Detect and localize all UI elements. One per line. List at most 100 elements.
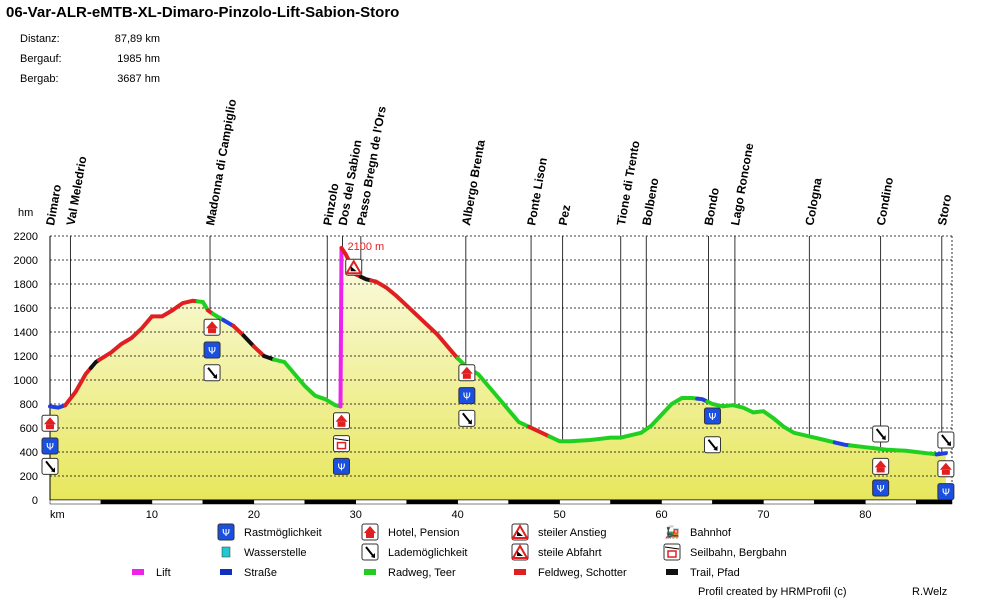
marker-hotel-icon bbox=[332, 412, 350, 430]
svg-text:Ψ: Ψ bbox=[463, 392, 471, 403]
y-tick-label: 2000 bbox=[14, 255, 38, 267]
svg-text:Ψ: Ψ bbox=[222, 528, 230, 539]
marker-load-icon bbox=[937, 431, 955, 449]
marker-load-icon bbox=[703, 436, 721, 454]
route-segment bbox=[832, 440, 853, 448]
x-tick-label: 50 bbox=[553, 509, 565, 521]
y-tick-label: 800 bbox=[20, 399, 38, 411]
legend-rest-icon: Ψ bbox=[217, 523, 235, 541]
legend-label: Rastmöglichkeit bbox=[244, 527, 322, 539]
chart-title: 06-Var-ALR-eMTB-XL-Dimaro-Pinzolo-Lift-S… bbox=[6, 4, 400, 21]
profile-area bbox=[50, 248, 946, 500]
svg-text:Ψ: Ψ bbox=[338, 462, 346, 473]
route-segment bbox=[338, 246, 344, 409]
svg-text:Ψ: Ψ bbox=[877, 484, 885, 495]
route-segment bbox=[527, 424, 552, 439]
legend-road-icon bbox=[220, 569, 232, 575]
credit-text: Profil created by HRMProfil (c) bbox=[698, 586, 847, 598]
legend-cable-icon bbox=[663, 543, 681, 561]
marker-hotel-icon bbox=[458, 364, 476, 382]
legend-steep-up-icon bbox=[511, 523, 529, 541]
route-segment bbox=[272, 357, 343, 409]
waypoint-label: Condino bbox=[874, 176, 896, 226]
author-text: R.Welz bbox=[912, 586, 948, 598]
route-segment bbox=[96, 304, 180, 363]
legend-bike-icon bbox=[364, 569, 376, 575]
svg-text:Ψ: Ψ bbox=[942, 488, 950, 499]
marker-cable-icon bbox=[332, 435, 350, 453]
svg-text:🚂: 🚂 bbox=[665, 525, 680, 539]
waypoint-label: Albergo Brenta bbox=[459, 138, 488, 226]
waypoint-label: Bolbeno bbox=[639, 177, 661, 227]
route-segment bbox=[547, 396, 700, 444]
legend-label: steile Abfahrt bbox=[538, 547, 602, 559]
legend-load-icon bbox=[361, 543, 379, 561]
km-band bbox=[712, 499, 764, 505]
km-band bbox=[610, 499, 662, 505]
route-segment bbox=[231, 324, 246, 338]
km-band bbox=[202, 499, 255, 505]
route-segment bbox=[848, 443, 939, 457]
legend-label: Trail, Pfad bbox=[690, 567, 740, 579]
km-band bbox=[763, 499, 815, 505]
legend-label: Feldweg, Schotter bbox=[538, 567, 627, 579]
stat-distance-value: 87,89 km bbox=[114, 33, 160, 45]
legend-label: Bahnhof bbox=[690, 527, 732, 539]
legend-label: Hotel, Pension bbox=[388, 527, 460, 539]
legend-label: steiler Anstieg bbox=[538, 527, 606, 539]
stat-ascent-label: Bergauf: bbox=[20, 53, 62, 65]
legend-label: Lademöglichkeit bbox=[388, 547, 468, 559]
y-tick-label: 1400 bbox=[14, 327, 38, 339]
route-segment bbox=[195, 299, 210, 313]
waypoint-label: Lago Roncone bbox=[728, 142, 756, 227]
x-tick-label: 80 bbox=[859, 509, 871, 521]
km-band bbox=[49, 499, 102, 505]
km-band bbox=[916, 499, 953, 505]
route-segment bbox=[241, 333, 256, 349]
km-band bbox=[508, 499, 560, 505]
y-tick-label: 200 bbox=[20, 471, 38, 483]
km-band bbox=[304, 499, 357, 505]
route-segment bbox=[63, 366, 93, 408]
waypoint-label: Dimaro bbox=[43, 183, 64, 226]
marker-rest-icon: Ψ bbox=[703, 407, 721, 425]
x-tick-label: 30 bbox=[350, 509, 362, 521]
route-segment bbox=[251, 344, 266, 358]
km-band bbox=[559, 499, 611, 505]
legend-label: Seilbahn, Bergbahn bbox=[690, 547, 787, 559]
x-tick-label: 20 bbox=[248, 509, 260, 521]
waypoint-label: Storo bbox=[935, 193, 954, 226]
x-tick-label: 60 bbox=[655, 509, 667, 521]
legend-train-icon: 🚂 bbox=[665, 525, 680, 539]
marker-load-icon bbox=[872, 425, 890, 443]
km-band bbox=[814, 499, 866, 505]
x-tick-label: 40 bbox=[452, 509, 464, 521]
svg-text:Ψ: Ψ bbox=[46, 442, 54, 453]
stat-ascent-value: 1985 hm bbox=[117, 53, 160, 65]
route-segment bbox=[175, 298, 200, 309]
km-band bbox=[151, 499, 204, 505]
waypoint-label: Ponte Lison bbox=[524, 156, 550, 226]
marker-hotel-icon bbox=[872, 457, 890, 475]
marker-hotel-icon bbox=[937, 460, 955, 478]
legend-label: Wasserstelle bbox=[244, 547, 307, 559]
x-tick-label: 10 bbox=[146, 509, 158, 521]
legend-trail-icon bbox=[666, 569, 678, 575]
km-band bbox=[253, 499, 306, 505]
marker-rest-icon: Ψ bbox=[332, 457, 350, 475]
legend-steep-down-icon bbox=[511, 543, 529, 561]
km-band bbox=[406, 499, 458, 505]
km-band bbox=[457, 499, 509, 505]
legend-label: Lift bbox=[156, 567, 171, 579]
marker-rest-icon: Ψ bbox=[41, 437, 59, 455]
marker-load-icon bbox=[203, 364, 221, 382]
y-axis-label: hm bbox=[18, 207, 33, 219]
y-tick-label: 600 bbox=[20, 423, 38, 435]
waypoint-label: Madonna di Campiglio bbox=[203, 98, 239, 226]
route-segment bbox=[705, 399, 786, 429]
summit-annotation: 2100 m bbox=[347, 241, 384, 253]
marker-hotel-icon bbox=[41, 414, 59, 432]
stat-descent-value: 3687 hm bbox=[117, 73, 160, 85]
route-segment bbox=[369, 278, 460, 361]
marker-load-icon bbox=[458, 409, 476, 427]
